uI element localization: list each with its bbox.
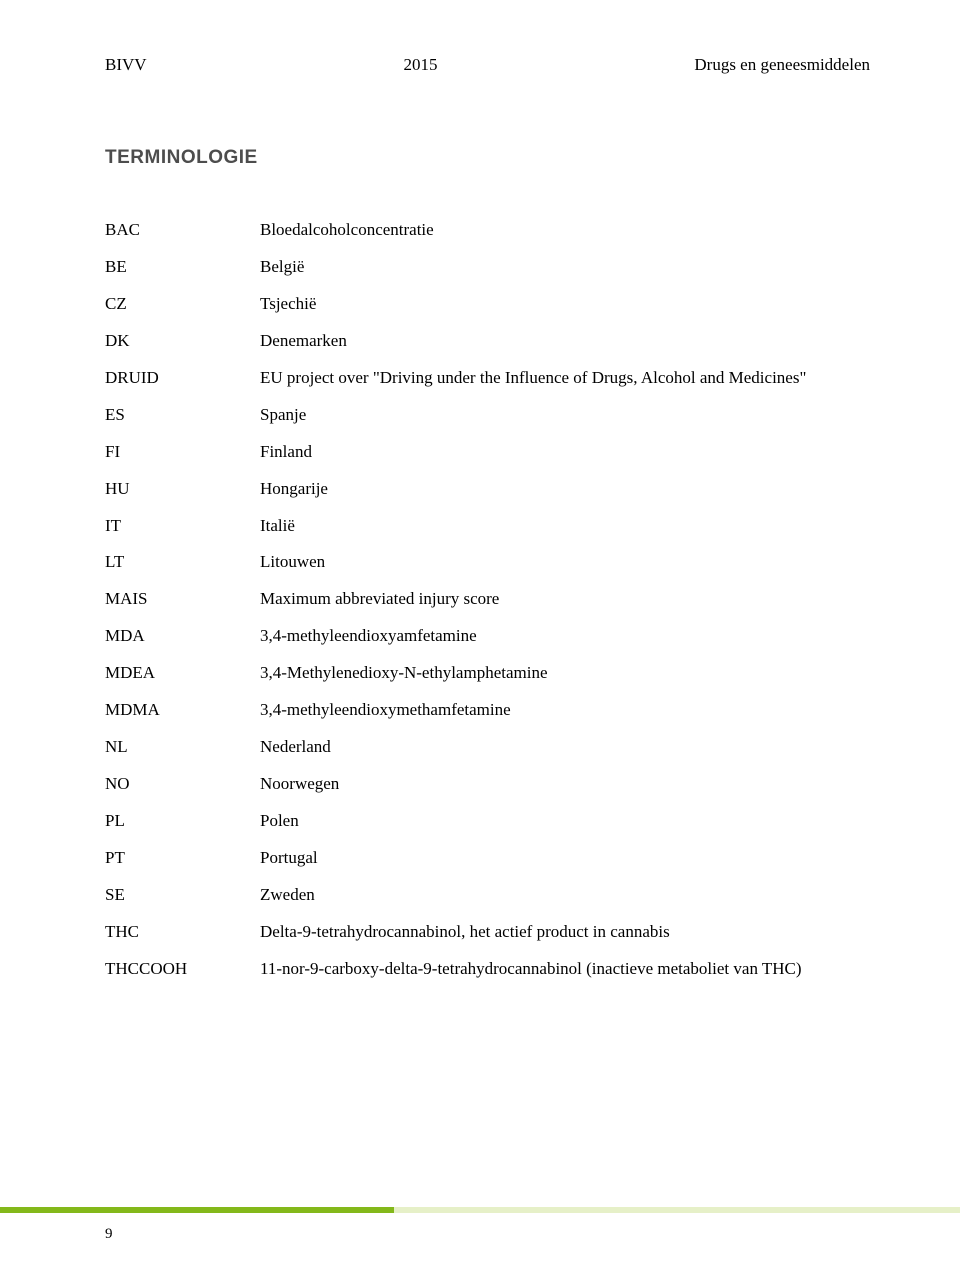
term-row: NLNederland	[105, 736, 870, 759]
page: BIVV 2015 Drugs en geneesmiddelen TERMIN…	[0, 0, 960, 1273]
page-header: BIVV 2015 Drugs en geneesmiddelen	[105, 55, 870, 75]
term-key: MDMA	[105, 699, 260, 722]
term-value: Hongarije	[260, 478, 870, 501]
term-value: 11-nor-9-carboxy-delta-9-tetrahydrocanna…	[260, 958, 870, 981]
term-row: ESSpanje	[105, 404, 870, 427]
footer-bar	[0, 1207, 960, 1213]
term-key: BAC	[105, 219, 260, 242]
term-value: Zweden	[260, 884, 870, 907]
term-value: EU project over "Driving under the Influ…	[260, 367, 870, 390]
section-heading: TERMINOLOGIE	[105, 147, 870, 169]
term-row: SEZweden	[105, 884, 870, 907]
term-row: DKDenemarken	[105, 330, 870, 353]
term-key: MDEA	[105, 662, 260, 685]
term-row: ITItalië	[105, 515, 870, 538]
term-key: LT	[105, 551, 260, 574]
term-row: HUHongarije	[105, 478, 870, 501]
term-key: BE	[105, 256, 260, 279]
term-value: Noorwegen	[260, 773, 870, 796]
term-row: MDA3,4-methyleendioxyamfetamine	[105, 625, 870, 648]
term-value: Maximum abbreviated injury score	[260, 588, 870, 611]
term-row: FIFinland	[105, 441, 870, 464]
term-key: SE	[105, 884, 260, 907]
term-key: THCCOOH	[105, 958, 260, 981]
term-value: 3,4-methyleendioxyamfetamine	[260, 625, 870, 648]
term-key: DK	[105, 330, 260, 353]
term-row: LTLitouwen	[105, 551, 870, 574]
term-key: NO	[105, 773, 260, 796]
term-row: PTPortugal	[105, 847, 870, 870]
page-number: 9	[105, 1226, 113, 1243]
term-value: 3,4-methyleendioxymethamfetamine	[260, 699, 870, 722]
term-row: MDEA3,4-Methylenedioxy-N-ethylamphetamin…	[105, 662, 870, 685]
term-value: Portugal	[260, 847, 870, 870]
header-center: 2015	[403, 55, 437, 75]
term-row: THCDelta-9-tetrahydrocannabinol, het act…	[105, 921, 870, 944]
term-row: THCCOOH11-nor-9-carboxy-delta-9-tetrahyd…	[105, 958, 870, 981]
term-row: PLPolen	[105, 810, 870, 833]
term-key: IT	[105, 515, 260, 538]
term-value: Nederland	[260, 736, 870, 759]
term-key: PL	[105, 810, 260, 833]
term-value: Litouwen	[260, 551, 870, 574]
term-key: PT	[105, 847, 260, 870]
term-key: MAIS	[105, 588, 260, 611]
terminology-table: BACBloedalcoholconcentratieBEBelgiëCZTsj…	[105, 219, 870, 981]
term-key: MDA	[105, 625, 260, 648]
header-left: BIVV	[105, 55, 147, 75]
term-value: Polen	[260, 810, 870, 833]
term-row: NONoorwegen	[105, 773, 870, 796]
term-row: DRUIDEU project over "Driving under the …	[105, 367, 870, 390]
term-value: Spanje	[260, 404, 870, 427]
term-key: DRUID	[105, 367, 260, 390]
footer-bar-seg2	[394, 1207, 960, 1213]
header-right: Drugs en geneesmiddelen	[694, 55, 870, 75]
term-value: Bloedalcoholconcentratie	[260, 219, 870, 242]
term-value: België	[260, 256, 870, 279]
term-row: BEBelgië	[105, 256, 870, 279]
term-row: CZTsjechië	[105, 293, 870, 316]
term-row: MAISMaximum abbreviated injury score	[105, 588, 870, 611]
term-key: NL	[105, 736, 260, 759]
term-value: Denemarken	[260, 330, 870, 353]
term-key: ES	[105, 404, 260, 427]
term-key: FI	[105, 441, 260, 464]
term-value: Tsjechië	[260, 293, 870, 316]
term-key: CZ	[105, 293, 260, 316]
term-value: Delta-9-tetrahydrocannabinol, het actief…	[260, 921, 870, 944]
term-row: BACBloedalcoholconcentratie	[105, 219, 870, 242]
term-value: Italië	[260, 515, 870, 538]
term-key: THC	[105, 921, 260, 944]
term-row: MDMA3,4-methyleendioxymethamfetamine	[105, 699, 870, 722]
term-value: 3,4-Methylenedioxy-N-ethylamphetamine	[260, 662, 870, 685]
term-value: Finland	[260, 441, 870, 464]
footer-bar-seg1	[0, 1207, 394, 1213]
term-key: HU	[105, 478, 260, 501]
